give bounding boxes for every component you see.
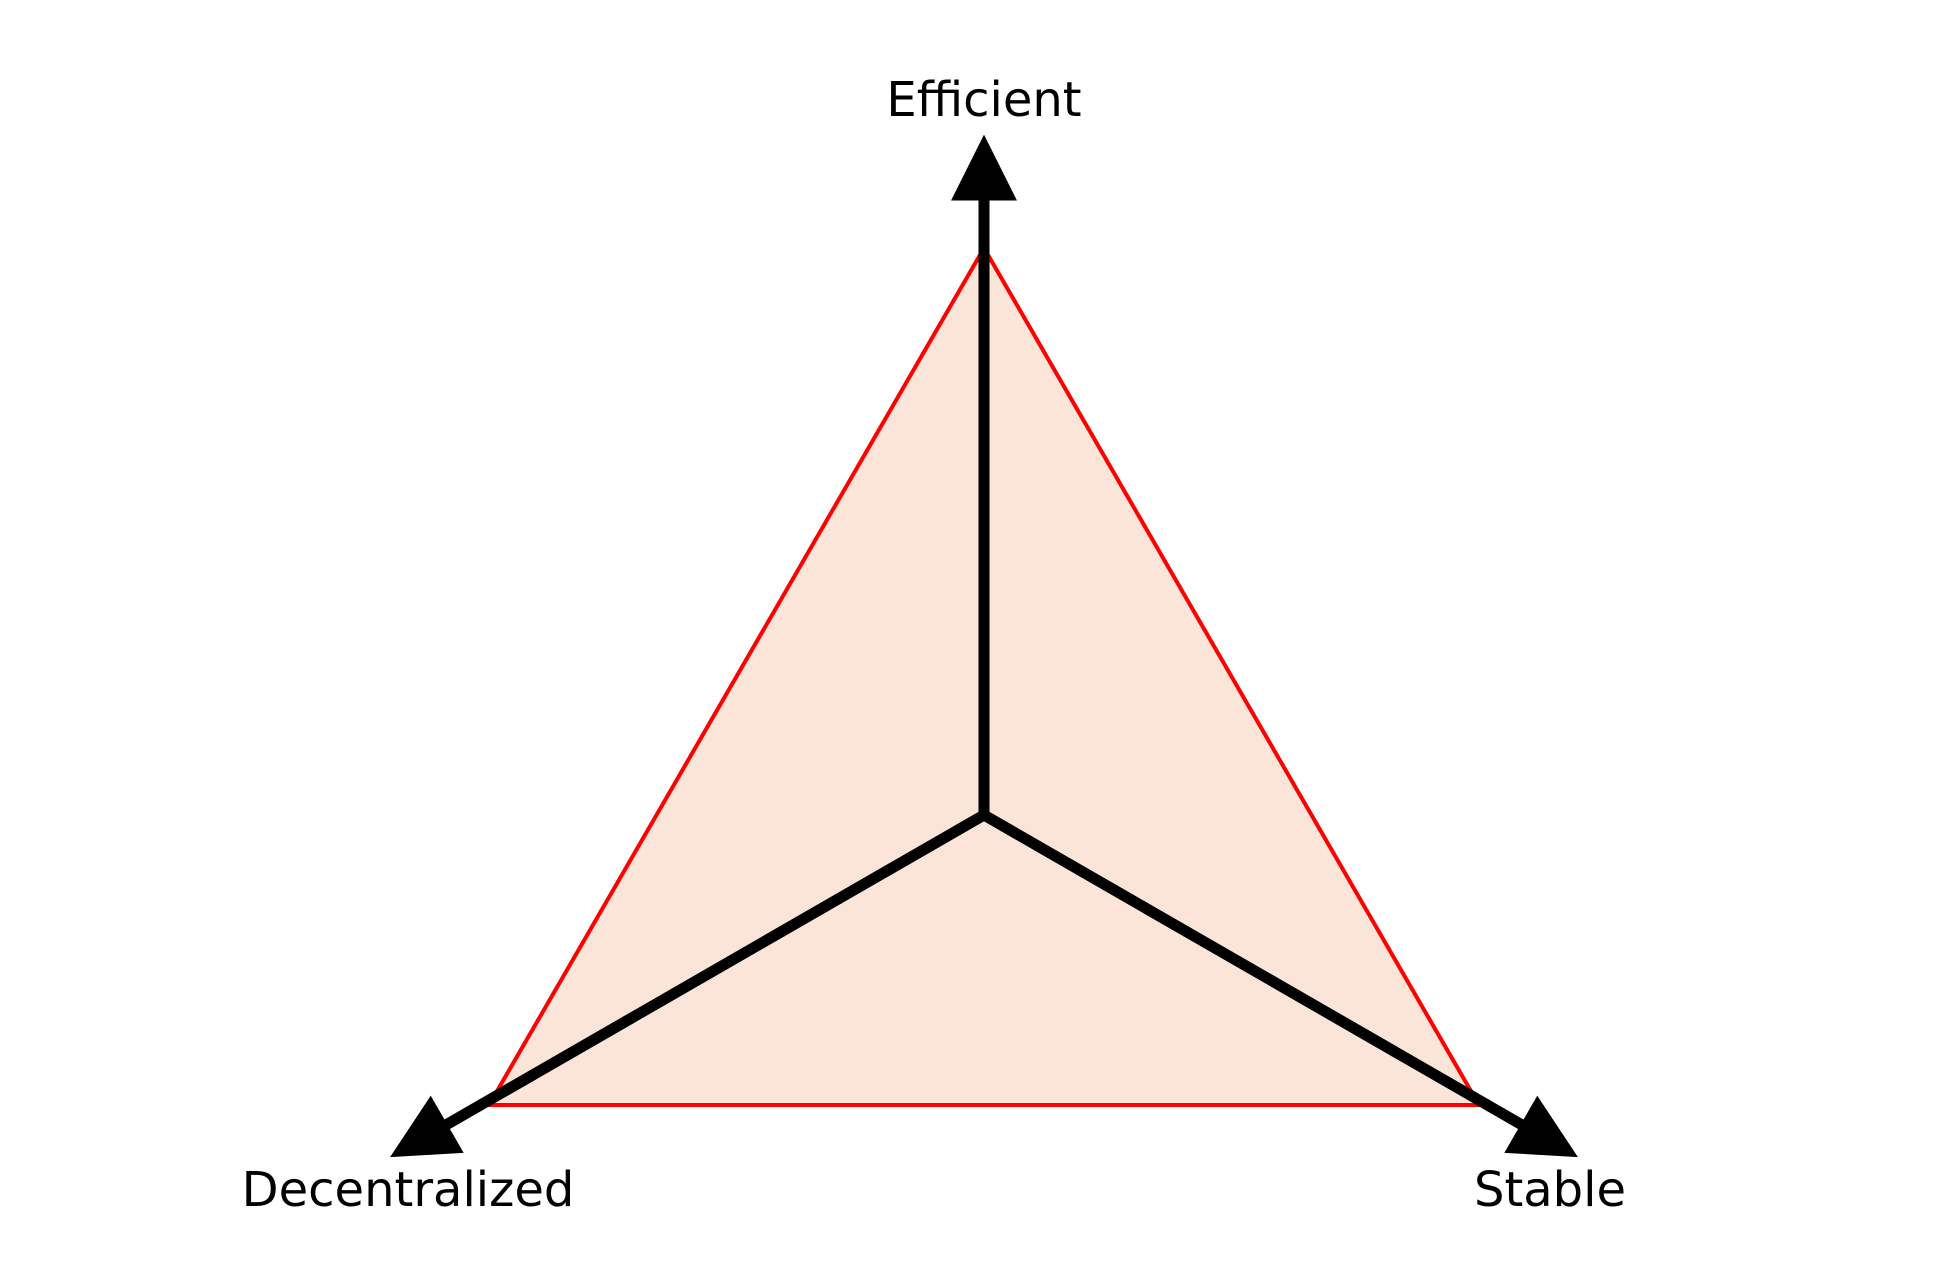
decentralized-axis-arrow	[390, 810, 987, 1158]
efficient-label: Efficient	[886, 72, 1082, 128]
stable-label: Stable	[1473, 1162, 1627, 1218]
stable-axis-arrow	[981, 810, 1578, 1158]
decentralized-label: Decentralized	[241, 1162, 575, 1218]
